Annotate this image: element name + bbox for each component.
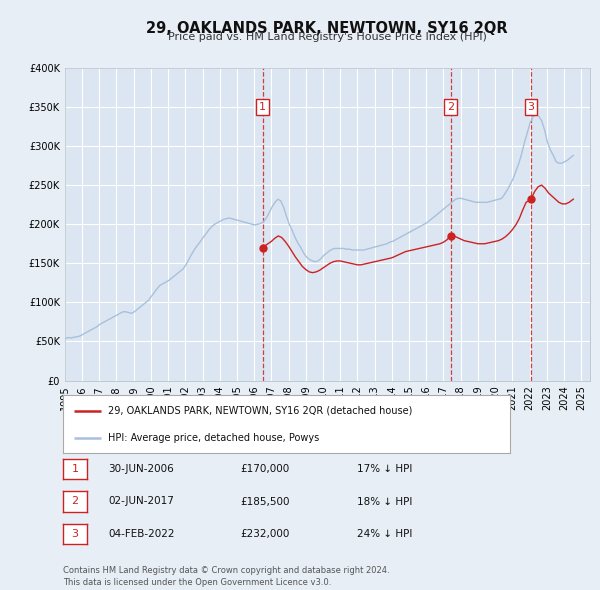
Text: 2: 2 xyxy=(71,497,79,506)
Text: 29, OAKLANDS PARK, NEWTOWN, SY16 2QR: 29, OAKLANDS PARK, NEWTOWN, SY16 2QR xyxy=(146,21,508,35)
Text: 1: 1 xyxy=(259,102,266,112)
Text: 17% ↓ HPI: 17% ↓ HPI xyxy=(357,464,412,474)
Text: 04-FEB-2022: 04-FEB-2022 xyxy=(108,529,175,539)
Text: 18% ↓ HPI: 18% ↓ HPI xyxy=(357,497,412,506)
Text: 2: 2 xyxy=(447,102,454,112)
Text: 30-JUN-2006: 30-JUN-2006 xyxy=(108,464,174,474)
Text: £170,000: £170,000 xyxy=(240,464,289,474)
Text: 29, OAKLANDS PARK, NEWTOWN, SY16 2QR (detached house): 29, OAKLANDS PARK, NEWTOWN, SY16 2QR (de… xyxy=(108,406,412,416)
Text: 24% ↓ HPI: 24% ↓ HPI xyxy=(357,529,412,539)
Text: Contains HM Land Registry data © Crown copyright and database right 2024.
This d: Contains HM Land Registry data © Crown c… xyxy=(63,566,389,587)
Text: Price paid vs. HM Land Registry's House Price Index (HPI): Price paid vs. HM Land Registry's House … xyxy=(167,32,487,42)
Text: 02-JUN-2017: 02-JUN-2017 xyxy=(108,497,174,506)
Text: 3: 3 xyxy=(527,102,535,112)
Text: £232,000: £232,000 xyxy=(240,529,289,539)
Text: HPI: Average price, detached house, Powys: HPI: Average price, detached house, Powy… xyxy=(108,432,319,442)
Text: £185,500: £185,500 xyxy=(240,497,290,506)
Text: 1: 1 xyxy=(71,464,79,474)
Text: 3: 3 xyxy=(71,529,79,539)
